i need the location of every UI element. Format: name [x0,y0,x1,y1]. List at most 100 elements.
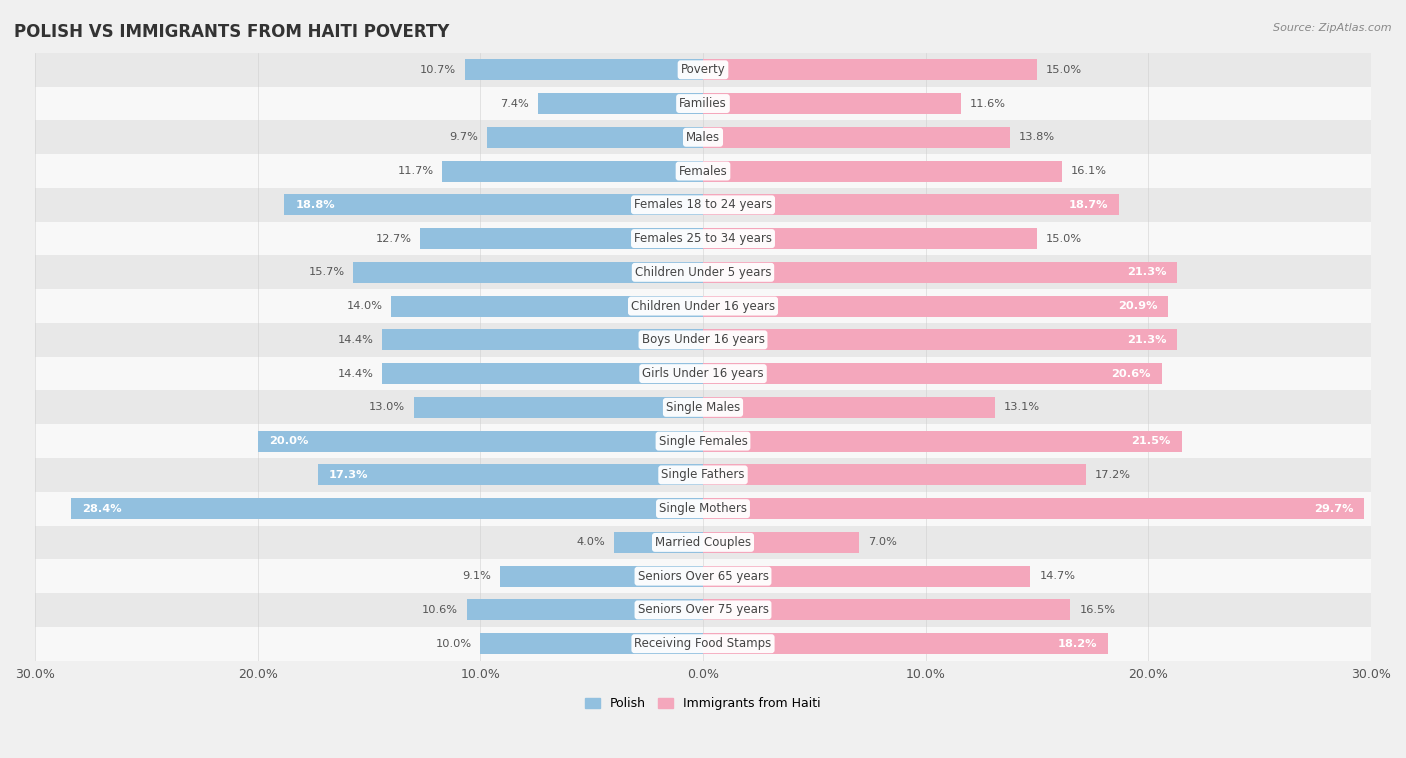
Text: 14.4%: 14.4% [337,335,374,345]
Text: Seniors Over 65 years: Seniors Over 65 years [637,570,769,583]
Bar [35,323,1371,357]
Bar [35,627,1371,660]
Text: 10.7%: 10.7% [420,64,456,75]
Bar [35,221,1371,255]
Text: 13.0%: 13.0% [368,402,405,412]
Bar [35,188,1371,221]
Text: Females: Females [679,164,727,177]
Text: Poverty: Poverty [681,63,725,77]
Bar [443,161,703,181]
Text: Source: ZipAtlas.com: Source: ZipAtlas.com [1274,23,1392,33]
Text: 28.4%: 28.4% [82,503,121,514]
Text: 11.7%: 11.7% [398,166,433,176]
Bar [35,559,1371,593]
Text: 16.1%: 16.1% [1070,166,1107,176]
Bar [703,59,1038,80]
Text: 14.4%: 14.4% [337,368,374,378]
Bar [465,59,703,80]
Text: Single Mothers: Single Mothers [659,502,747,515]
Bar [538,93,703,114]
Bar [703,465,1085,485]
Bar [257,431,703,452]
Text: 9.1%: 9.1% [463,572,492,581]
Text: POLISH VS IMMIGRANTS FROM HAITI POVERTY: POLISH VS IMMIGRANTS FROM HAITI POVERTY [14,23,450,41]
Bar [467,600,703,620]
Bar [353,262,703,283]
Text: 7.0%: 7.0% [868,537,897,547]
Bar [703,431,1182,452]
Bar [703,600,1070,620]
Bar [35,593,1371,627]
Text: Males: Males [686,131,720,144]
Text: 15.7%: 15.7% [308,268,344,277]
Text: 17.3%: 17.3% [329,470,368,480]
Text: 20.6%: 20.6% [1111,368,1150,378]
Bar [614,532,703,553]
Bar [703,565,1031,587]
Text: Girls Under 16 years: Girls Under 16 years [643,367,763,380]
Text: Females 18 to 24 years: Females 18 to 24 years [634,199,772,211]
Text: 10.6%: 10.6% [422,605,458,615]
Bar [35,86,1371,121]
Text: 17.2%: 17.2% [1095,470,1130,480]
Text: 18.7%: 18.7% [1069,200,1108,210]
Bar [284,194,703,215]
Bar [703,194,1119,215]
Bar [501,565,703,587]
Text: 10.0%: 10.0% [436,639,471,649]
Bar [35,390,1371,424]
Text: 15.0%: 15.0% [1046,233,1083,243]
Text: Receiving Food Stamps: Receiving Food Stamps [634,637,772,650]
Bar [35,290,1371,323]
Text: 4.0%: 4.0% [576,537,605,547]
Bar [35,424,1371,458]
Bar [413,397,703,418]
Bar [35,121,1371,154]
Text: Children Under 16 years: Children Under 16 years [631,299,775,312]
Text: 12.7%: 12.7% [375,233,412,243]
Text: 7.4%: 7.4% [501,99,529,108]
Bar [70,498,703,519]
Bar [703,532,859,553]
Text: 14.0%: 14.0% [346,301,382,311]
Bar [35,53,1371,86]
Text: 20.9%: 20.9% [1118,301,1157,311]
Text: 14.7%: 14.7% [1039,572,1076,581]
Text: Children Under 5 years: Children Under 5 years [634,266,772,279]
Bar [703,228,1038,249]
Text: Single Fathers: Single Fathers [661,468,745,481]
Bar [35,525,1371,559]
Text: 15.0%: 15.0% [1046,64,1083,75]
Bar [703,127,1011,148]
Bar [703,93,962,114]
Bar [481,633,703,654]
Bar [703,161,1062,181]
Bar [703,363,1161,384]
Bar [703,296,1168,317]
Bar [35,357,1371,390]
Text: Married Couples: Married Couples [655,536,751,549]
Bar [703,397,994,418]
Bar [35,154,1371,188]
Text: Seniors Over 75 years: Seniors Over 75 years [637,603,769,616]
Text: 21.5%: 21.5% [1132,436,1171,446]
Text: Females 25 to 34 years: Females 25 to 34 years [634,232,772,245]
Text: Families: Families [679,97,727,110]
Text: Single Females: Single Females [658,434,748,448]
Bar [703,330,1177,350]
Text: 13.1%: 13.1% [1004,402,1040,412]
Text: 21.3%: 21.3% [1126,335,1166,345]
Text: 21.3%: 21.3% [1126,268,1166,277]
Text: 16.5%: 16.5% [1080,605,1115,615]
Text: Boys Under 16 years: Boys Under 16 years [641,334,765,346]
Text: 13.8%: 13.8% [1019,133,1056,143]
Text: 20.0%: 20.0% [269,436,308,446]
Text: 9.7%: 9.7% [449,133,478,143]
Bar [35,492,1371,525]
Bar [382,363,703,384]
Bar [35,255,1371,290]
Bar [703,633,1108,654]
Bar [382,330,703,350]
Bar [35,458,1371,492]
Text: 18.2%: 18.2% [1057,639,1097,649]
